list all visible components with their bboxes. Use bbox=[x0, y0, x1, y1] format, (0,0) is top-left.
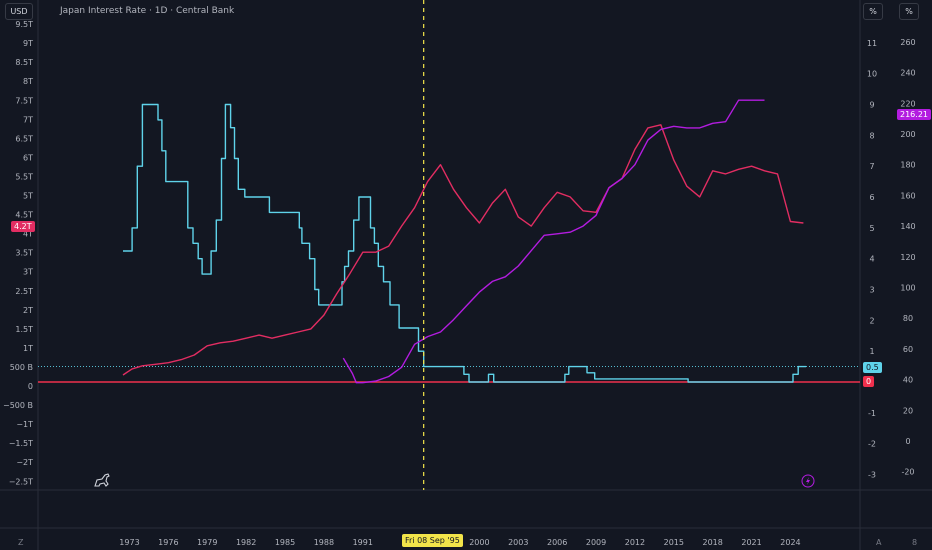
right-axis-1-tick: 1 bbox=[869, 347, 874, 356]
left-axis-tick: −2.5T bbox=[9, 477, 33, 486]
x-axis-tick: 1979 bbox=[197, 538, 217, 547]
right-axis-2-tick: 40 bbox=[903, 376, 913, 385]
right-axis-1-tick: -2 bbox=[868, 440, 876, 449]
x-axis-tick: 2009 bbox=[586, 538, 606, 547]
left-value-badge: 4.2T bbox=[11, 221, 35, 232]
left-axis-tick: 3T bbox=[23, 268, 33, 277]
currency-button[interactable]: USD bbox=[5, 3, 33, 20]
left-axis-tick: 7.5T bbox=[15, 96, 33, 105]
x-axis-tick: 1985 bbox=[275, 538, 295, 547]
x-axis-tick: 2003 bbox=[508, 538, 528, 547]
x-axis-tick: 2015 bbox=[664, 538, 684, 547]
right-axis-2-tick: 0 bbox=[905, 437, 910, 446]
purple-value-badge: 216.21 bbox=[897, 109, 931, 120]
right-axis-2-tick: 80 bbox=[903, 314, 913, 323]
left-axis-tick: 6.5T bbox=[15, 134, 33, 143]
left-axis-tick: −2T bbox=[16, 458, 33, 467]
right-axis-1-tick: 6 bbox=[869, 193, 874, 202]
x-axis-tick: 1988 bbox=[314, 538, 334, 547]
right-axis-1-tick: 8 bbox=[869, 131, 874, 140]
right-axis-1-tick: 7 bbox=[869, 162, 874, 171]
crosshair-date-label: Fri 08 Sep '95 bbox=[402, 534, 463, 547]
series-layer bbox=[38, 99, 860, 384]
left-axis-tick: 500 B bbox=[10, 363, 33, 372]
right-axis-2-tick: 140 bbox=[900, 222, 915, 231]
left-axis-tick: 5.5T bbox=[15, 172, 33, 181]
left-axis-tick: −500 B bbox=[3, 401, 33, 410]
right-axis-1-tick: -1 bbox=[868, 409, 876, 418]
left-axis-tick: 8T bbox=[23, 77, 33, 86]
right-axis-2-tick: 60 bbox=[903, 345, 913, 354]
left-axis-tick: −1.5T bbox=[9, 439, 33, 448]
series-line-1 bbox=[123, 103, 806, 383]
left-axis-tick: 5T bbox=[23, 192, 33, 201]
left-axis-tick: −1T bbox=[16, 420, 33, 429]
right-axis-1-tick: 3 bbox=[869, 286, 874, 295]
right-axis-1-tick: -3 bbox=[868, 470, 876, 479]
series-line-2 bbox=[122, 124, 804, 376]
series-line-3 bbox=[342, 99, 765, 384]
x-axis-tick: 1982 bbox=[236, 538, 256, 547]
right-axis-1-tick: 10 bbox=[867, 70, 877, 79]
left-axis-tick: 3.5T bbox=[15, 249, 33, 258]
right-axis-2-tick: 160 bbox=[900, 191, 915, 200]
x-axis-tick: 2021 bbox=[741, 538, 761, 547]
left-axis-tick: 7T bbox=[23, 115, 33, 124]
right-axis-2-tick: 240 bbox=[900, 69, 915, 78]
left-axis-tick: 1.5T bbox=[15, 325, 33, 334]
x-axis-tick: 2024 bbox=[780, 538, 800, 547]
x-axis-tick: 2012 bbox=[625, 538, 645, 547]
left-axis-tick: 2.5T bbox=[15, 287, 33, 296]
right-axis-2-tick: 120 bbox=[900, 253, 915, 262]
red-value-badge: 0 bbox=[863, 376, 875, 387]
x-axis-tick: 1976 bbox=[158, 538, 178, 547]
right-axis-2-tick: 180 bbox=[900, 161, 915, 170]
percent-button-2[interactable]: % bbox=[899, 3, 919, 20]
right-axis-1-tick: 4 bbox=[869, 255, 874, 264]
right-axis-1-tick: 2 bbox=[869, 316, 874, 325]
right-axis-2-tick: 200 bbox=[900, 130, 915, 139]
left-axis-tick: 4.5T bbox=[15, 211, 33, 220]
right-axis-1-tick: 9 bbox=[869, 101, 874, 110]
x-axis-tick: 2018 bbox=[703, 538, 723, 547]
dino-icon bbox=[94, 473, 110, 487]
x-axis-tick: 2000 bbox=[469, 538, 489, 547]
right-axis-2-tick: 100 bbox=[900, 284, 915, 293]
left-axis-tick: 2T bbox=[23, 306, 33, 315]
footer-mark-b: 8 bbox=[912, 538, 917, 547]
left-axis-tick: 8.5T bbox=[15, 58, 33, 67]
right-axis-2-tick: 260 bbox=[900, 38, 915, 47]
left-axis-tick: 1T bbox=[23, 344, 33, 353]
right-axis-2-tick: 220 bbox=[900, 99, 915, 108]
left-axis-tick: 0 bbox=[28, 382, 33, 391]
right-axis-2-tick: -20 bbox=[901, 468, 914, 477]
left-axis-tick: 6T bbox=[23, 153, 33, 162]
left-axis-tick: 9T bbox=[23, 39, 33, 48]
footer-mark-a: A bbox=[876, 538, 882, 547]
x-axis-tick: 2006 bbox=[547, 538, 567, 547]
right-axis-1-tick: 5 bbox=[869, 224, 874, 233]
right-axis-1-tick: 11 bbox=[867, 39, 877, 48]
right-axis-2-tick: 20 bbox=[903, 406, 913, 415]
left-axis-tick: 4T bbox=[23, 230, 33, 239]
footer-left-mark: Z bbox=[18, 538, 24, 547]
left-axis-tick: 9.5T bbox=[15, 20, 33, 29]
cyan-value-badge: 0.5 bbox=[863, 362, 882, 373]
percent-button-1[interactable]: % bbox=[863, 3, 883, 20]
x-axis-tick: 1973 bbox=[119, 538, 139, 547]
chart-title: Japan Interest Rate · 1D · Central Bank bbox=[59, 6, 235, 16]
x-axis-tick: 1991 bbox=[353, 538, 373, 547]
lightning-icon[interactable] bbox=[801, 474, 815, 488]
